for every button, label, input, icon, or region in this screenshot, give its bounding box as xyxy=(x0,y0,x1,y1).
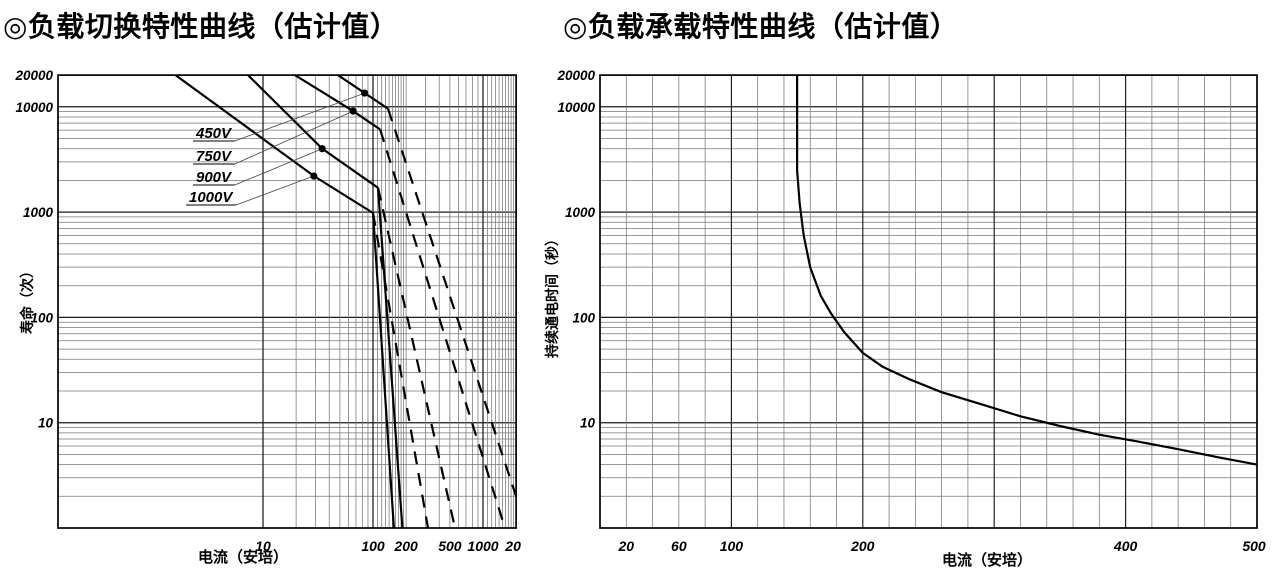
curve-450V-steep-drop xyxy=(386,108,517,497)
curve-carrying-time-curve xyxy=(795,75,1257,466)
annotation-1000V: 1000V xyxy=(186,172,318,206)
data-point-dot xyxy=(349,107,357,115)
y-tick-label: 100 xyxy=(572,310,595,325)
x-tick-label: 100 xyxy=(361,538,385,554)
load-switching-curves xyxy=(174,75,517,529)
curve-label-1000V: 1000V xyxy=(189,189,234,206)
x-tick-label: 100 xyxy=(720,538,744,554)
x-tick-label: 1000 xyxy=(467,538,498,554)
curve-label-750V: 750V xyxy=(196,148,233,165)
x-tick-label: 500 xyxy=(438,538,462,554)
data-point-dot xyxy=(310,172,318,180)
data-point-dot xyxy=(361,89,369,97)
curve-900V-steep-drop-solid xyxy=(376,187,404,529)
curve-750V-steep-drop xyxy=(379,129,507,529)
y-tick-label: 1000 xyxy=(23,205,54,220)
curve-label-450V: 450V xyxy=(195,125,233,142)
y-tick-label: 100 xyxy=(30,310,53,325)
y-tick-label: 10000 xyxy=(557,100,595,115)
right-chart-title: ◎负载承载特性曲线（估计值） xyxy=(563,11,959,42)
x-tick-label: 200 xyxy=(850,538,875,554)
left-chart-title: ◎负载切换特性曲线（估计值） xyxy=(3,11,399,42)
right-chart-x-axis-title: 电流（安培） xyxy=(941,552,1032,569)
curve-1000V-steep-drop-dashed xyxy=(371,212,430,529)
load-switching-chart: 450V 750V 900V 1000V 20000 10000 1000 100 10 10 10… xyxy=(14,68,521,554)
load-switching-tick-labels: 20000 10000 1000 100 10 10 100 200 500 1000 20 xyxy=(14,68,521,554)
curve-750V xyxy=(294,75,381,131)
data-point-dot xyxy=(318,145,326,153)
x-tick-label: 400 xyxy=(1113,538,1138,554)
x-tick-label: 200 xyxy=(393,538,418,554)
y-tick-label: 1000 xyxy=(565,205,596,220)
x-tick-label: 60 xyxy=(671,538,687,554)
load-carrying-curves xyxy=(795,75,1257,466)
y-tick-label: 10000 xyxy=(15,100,53,115)
x-tick-label: 10 xyxy=(255,538,271,554)
curve-1000V-steep-drop-solid xyxy=(371,212,395,529)
load-carrying-h-gridlines xyxy=(600,106,1257,497)
load-carrying-tick-labels: 20000 10000 1000 100 10 20 60 100 200 400 500 xyxy=(556,68,1265,554)
load-carrying-chart: 20000 10000 1000 100 10 20 60 100 200 400 500 xyxy=(556,68,1265,554)
load-switching-h-gridlines xyxy=(58,106,517,497)
x-tick-label: 20 xyxy=(617,538,634,554)
y-tick-label: 20000 xyxy=(556,68,595,83)
y-tick-label: 10 xyxy=(580,416,596,431)
load-switching-plot-border xyxy=(57,74,517,529)
annotation-450V: 450V xyxy=(193,89,369,142)
left-chart-x-axis-title: 电流（安培） xyxy=(197,549,288,566)
y-tick-label: 20000 xyxy=(14,68,53,83)
curve-900V xyxy=(247,75,379,189)
load-carrying-v-gridlines xyxy=(625,75,1232,528)
curve-label-900V: 900V xyxy=(196,169,233,186)
x-tick-label: 20 xyxy=(504,538,521,554)
x-tick-label: 500 xyxy=(1242,538,1266,554)
y-tick-label: 10 xyxy=(38,416,54,431)
annotation-750V: 750V xyxy=(193,107,357,165)
load-carrying-plot-border xyxy=(599,74,1258,529)
annotation-900V: 900V xyxy=(193,145,326,186)
curve-900V-steep-drop-dashed xyxy=(376,187,457,529)
